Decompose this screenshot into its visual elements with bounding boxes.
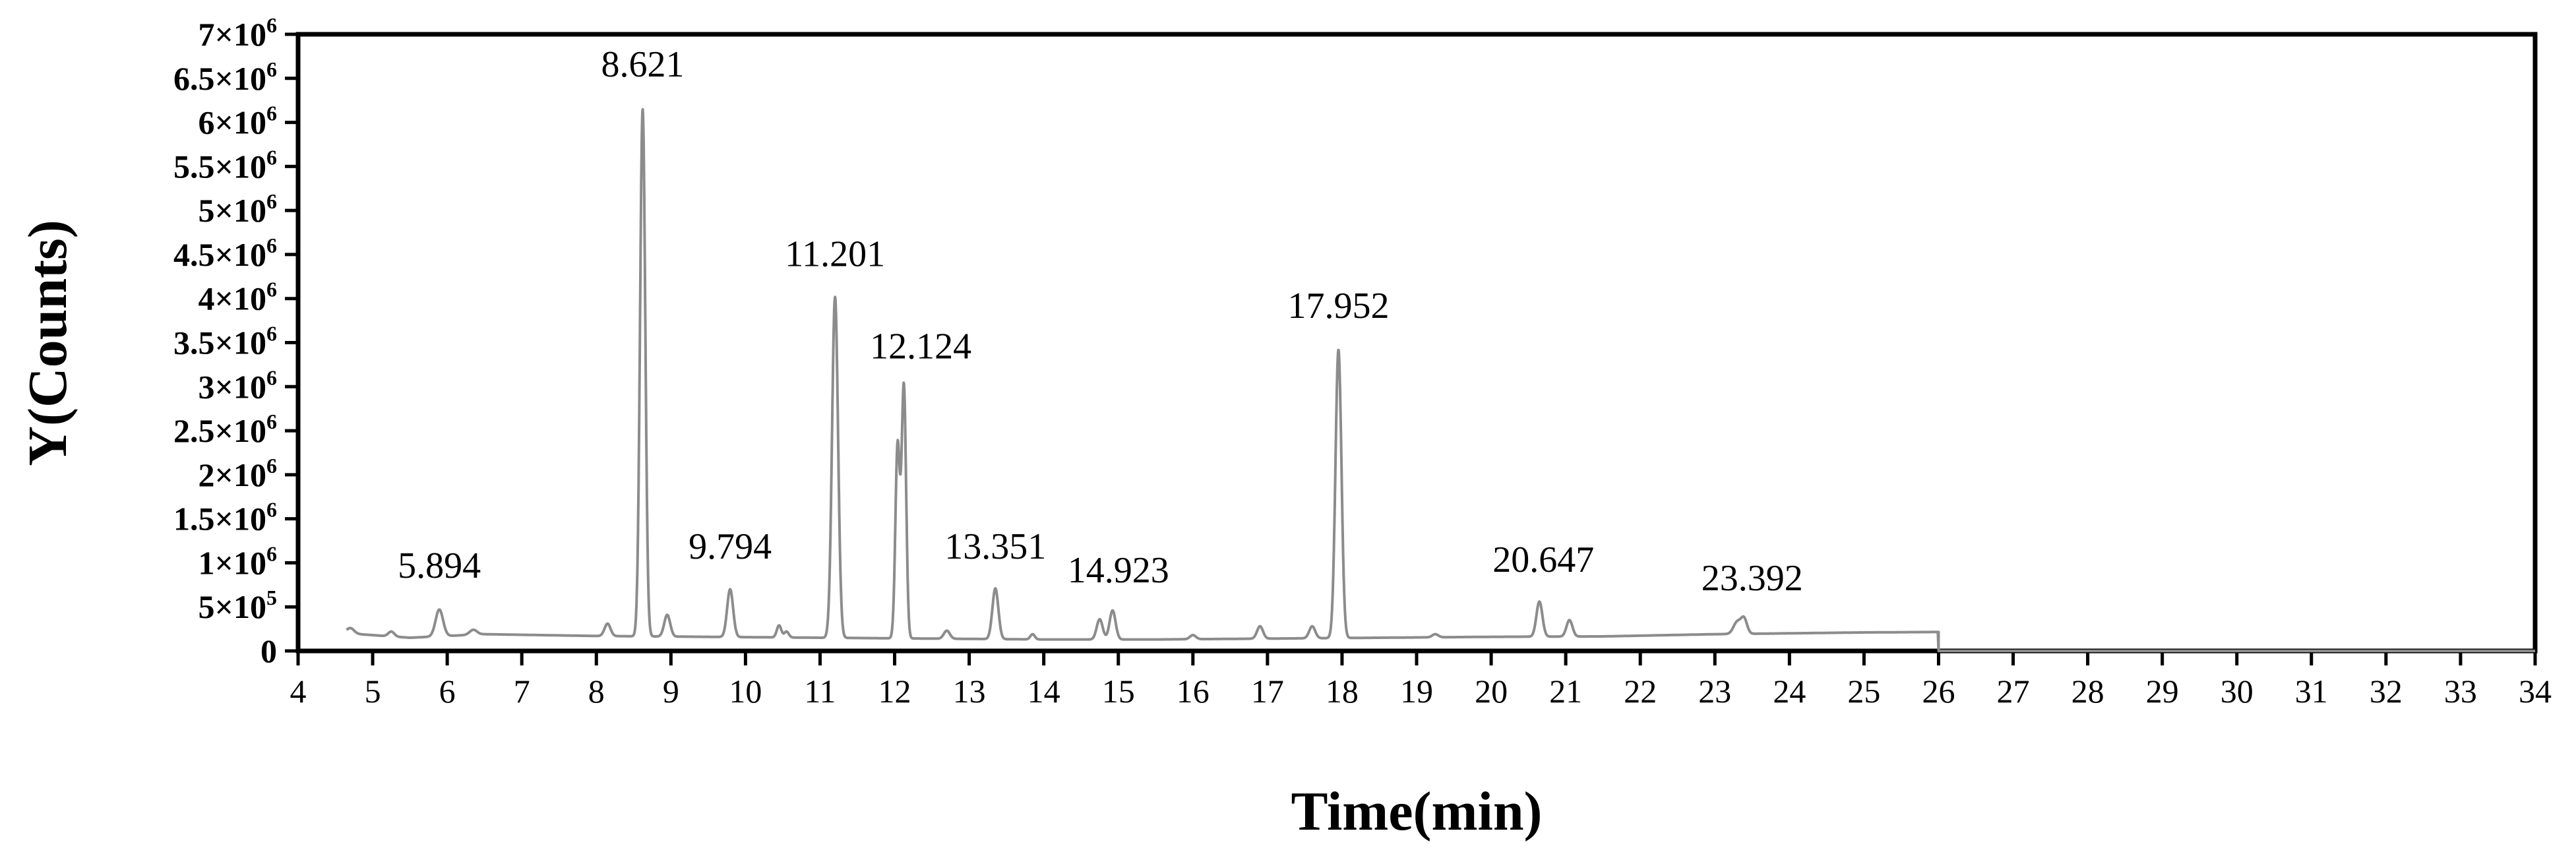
y-tick-label: 4.5×106 [173,233,277,273]
x-tick-label: 18 [1326,673,1359,710]
x-tick-label: 12 [878,673,911,710]
x-tick-label: 23 [1698,673,1731,710]
x-tick-label: 4 [290,673,307,710]
x-tick-label: 25 [1847,673,1880,710]
x-tick-label: 22 [1624,673,1657,710]
x-tick-label: 17 [1251,673,1284,710]
y-tick-label: 5×106 [199,189,278,229]
x-tick-label: 11 [804,673,836,710]
y-tick-label: 5×105 [199,586,278,625]
x-tick-label: 20 [1475,673,1508,710]
peak-label: 11.201 [785,233,885,274]
x-tick-label: 33 [2444,673,2477,710]
peak-label: 14.923 [1068,550,1169,591]
x-tick-label: 30 [2221,673,2254,710]
y-tick-label: 4×106 [199,278,278,317]
x-tick-label: 7 [514,673,530,710]
y-tick-label: 6.5×106 [173,57,277,97]
y-tick-label: 1×106 [199,541,278,581]
x-tick-label: 34 [2519,673,2552,710]
y-tick-label: 0 [261,632,277,669]
y-tick-label: 1.5×106 [173,498,277,538]
y-tick-label: 6×106 [199,102,278,141]
x-axis-ticks: 4 5 6 7 8 9 10 11 12 13 14 15 16 17 18 19 20 21 22 23 24 25 26… [290,651,2552,710]
y-tick-label: 2.5×106 [173,410,277,449]
y-axis-title: Y(Counts) [17,220,78,466]
x-tick-label: 8 [588,673,605,710]
x-tick-label: 5 [365,673,381,710]
plot-frame [295,32,2538,654]
x-tick-label: 19 [1400,673,1433,710]
peak-annotations: 5.894 8.621 9.794 11.201 12.124 13.351 14.923 1… [398,44,1803,599]
peak-label: 8.621 [601,44,684,85]
y-tick-label: 3.5×106 [173,322,277,361]
y-tick-label: 7×106 [199,13,278,53]
peak-label: 17.952 [1288,286,1390,326]
x-axis-title: Time(min) [1291,781,1542,842]
peak-label: 5.894 [398,545,481,586]
peak-label: 23.392 [1702,558,1803,599]
x-tick-label: 9 [663,673,679,710]
peak-label: 13.351 [944,526,1046,567]
y-tick-label: 5.5×106 [173,145,277,185]
x-tick-label: 28 [2071,673,2104,710]
x-tick-label: 24 [1773,673,1806,710]
x-tick-label: 32 [2370,673,2403,710]
x-tick-label: 26 [1922,673,1955,710]
y-tick-label: 2×106 [199,454,278,493]
x-tick-label: 27 [1997,673,2030,710]
x-tick-label: 6 [439,673,456,710]
peak-label: 12.124 [870,326,971,367]
chromatogram-series-line [345,108,2535,652]
x-tick-label: 15 [1102,673,1135,710]
x-tick-label: 21 [1549,673,1582,710]
y-tick-label: 3×106 [199,365,278,405]
x-tick-label: 31 [2295,673,2328,710]
x-tick-label: 16 [1177,673,1210,710]
x-tick-label: 13 [953,673,986,710]
x-tick-label: 10 [729,673,762,710]
x-tick-label: 29 [2146,673,2179,710]
peak-label: 9.794 [689,526,772,567]
peak-label: 20.647 [1492,539,1594,580]
x-tick-label: 14 [1027,673,1060,710]
